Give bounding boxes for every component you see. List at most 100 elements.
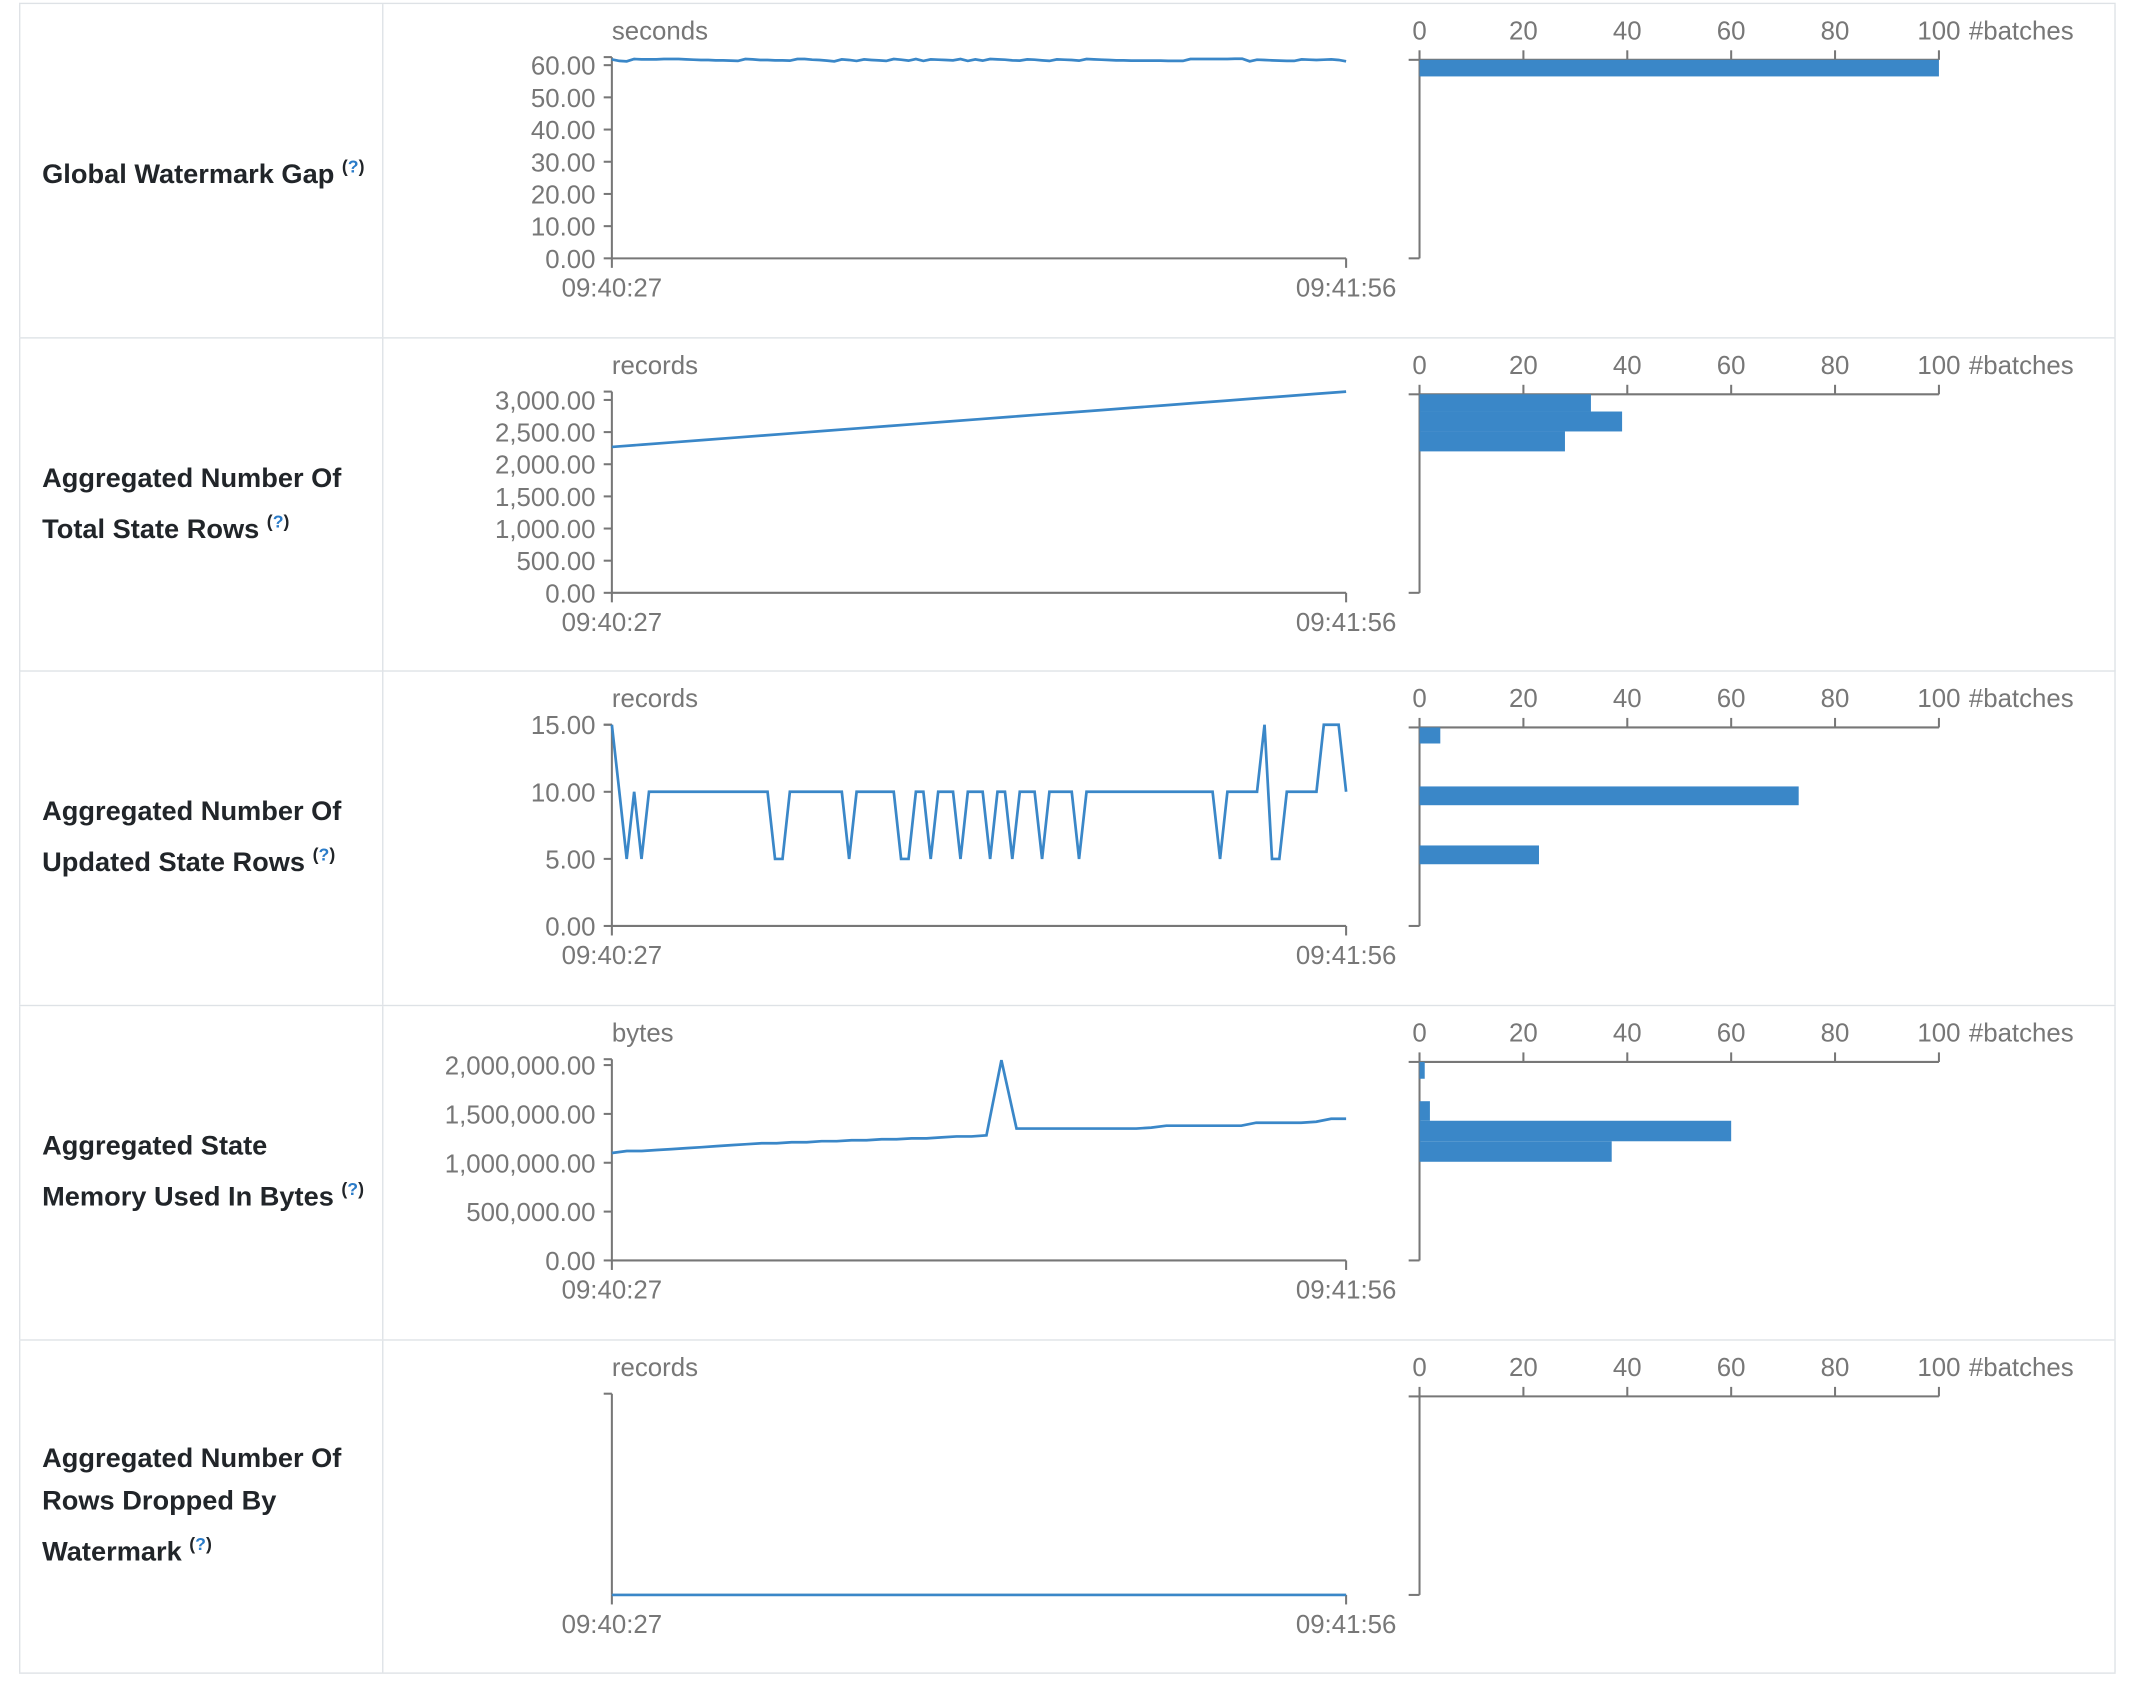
histogram-x-tick-label: 40 [1613,1354,1642,1382]
cell-border [2114,338,2116,672]
x-tick-label-end: 09:41:56 [1296,274,1397,302]
y-tick-label: 10.00 [531,214,596,242]
histogram-chart: 0 20 40 60 80 100 #batches [1408,1354,2074,1596]
timeline-chart: bytes 09:40:27 09:41:56 0.00 500,000.00 1,000… [445,1020,1397,1305]
histogram-x-tick-label: 80 [1821,1020,1850,1048]
histogram-x-tick-label: 100 [1917,1020,1960,1048]
histogram-bar [1419,394,1591,412]
question-mark-icon[interactable]: ? [347,155,359,177]
histogram-x-tick-label: 40 [1613,685,1642,713]
y-unit-label: records [612,1354,698,1382]
timeline-chart: records 09:40:27 09:41:56 [562,1354,1397,1639]
histogram-x-tick-label: 100 [1917,685,1960,713]
help-tooltip[interactable]: (?) [189,1533,212,1555]
histogram-bar [1419,1061,1425,1079]
histogram-chart: 0 20 40 60 80 100 #batches [1408,352,2074,594]
metric-row: Global Watermark Gap (?) [19,2,2116,338]
metric-label-cell: Aggregated Number Of Updated State Rows … [19,671,384,1005]
metric-label-cell: Aggregated State Memory Used In Bytes (?… [19,1006,384,1340]
histogram-x-tick-label: 40 [1613,1020,1642,1048]
histogram-x-tick-label: 20 [1509,352,1538,380]
help-tooltip[interactable]: (?) [266,511,290,532]
row-charts: records 09:40:27 09:41:56 0 20 40 60 80 100 #batc… [562,1354,2074,1639]
help-tooltip[interactable]: (?) [341,1179,365,1200]
metric-name: Aggregated State Memory Used In Bytes [42,1131,334,1213]
metric-row: Aggregated State Memory Used In Bytes (?… [19,1004,2116,1340]
y-tick-label: 60.00 [531,53,596,81]
timeline-chart: records 09:40:27 09:41:56 0.00 5.00 10.00 15.0… [531,685,1396,970]
timeline-chart: seconds 09:40:27 09:41:56 0.00 10.00 20.00 30.… [531,17,1396,302]
histogram-x-tick-label: 60 [1717,1020,1746,1048]
y-unit-label: records [612,352,698,380]
metric-row: Aggregated Number Of Total State Rows (?… [19,337,2116,672]
histogram-x-tick-label: 80 [1821,1354,1850,1382]
help-tooltip[interactable]: (?) [312,844,336,866]
row-charts: records 09:40:27 09:41:56 0.00 5.00 10.00 15.0… [531,685,2074,970]
y-unit-label: bytes [612,1020,674,1048]
metric-label: Aggregated Number Of Total State Rows (?… [42,458,371,551]
y-tick-label: 3,000.00 [495,387,596,415]
histogram-chart: 0 20 40 60 80 100 #batches [1408,17,2074,260]
metric-label: Global Watermark Gap (?) [42,145,364,196]
metric-label: Aggregated Number Of Rows Dropped By Wat… [42,1439,371,1575]
y-tick-label: 1,000,000.00 [445,1150,596,1178]
y-tick-label: 0.00 [545,1248,595,1276]
histogram-x-tick-label: 0 [1412,1354,1426,1382]
histogram-bar [1419,411,1623,432]
cell-border [2114,1006,2116,1340]
y-tick-label: 500,000.00 [466,1199,595,1227]
histogram-unit-label: #batches [1969,685,2074,713]
metric-name: Aggregated Number Of Total State Rows [42,463,342,546]
x-tick-label-end: 09:41:56 [1296,609,1397,637]
histogram-x-tick-label: 60 [1717,352,1746,380]
metric-row: Aggregated Number Of Rows Dropped By Wat… [19,1339,2116,1674]
histogram-unit-label: #batches [1969,17,2074,45]
histogram-x-tick-label: 80 [1821,352,1850,380]
metric-name: Aggregated Number Of Updated State Rows [42,797,342,879]
histogram-x-tick-label: 80 [1821,17,1850,45]
question-mark-icon[interactable]: ? [347,1179,359,1200]
histogram-bar [1419,59,1939,77]
histogram-chart: 0 20 40 60 80 100 #batches [1408,685,2074,927]
histogram-bar [1419,786,1799,806]
histogram-x-tick-label: 0 [1412,17,1426,45]
histogram-x-tick-label: 60 [1717,17,1746,45]
metric-label: Aggregated Number Of Updated State Rows … [42,792,371,885]
cell-border [2114,4,2116,338]
question-mark-icon[interactable]: ? [195,1533,206,1555]
y-tick-label: 2,000.00 [495,452,596,480]
histogram-bar [1419,431,1565,452]
metric-label-cell: Aggregated Number Of Rows Dropped By Wat… [19,1340,384,1673]
histogram-x-tick-label: 100 [1917,17,1960,45]
question-mark-icon[interactable]: ? [272,511,284,532]
histogram-x-tick-label: 40 [1613,352,1642,380]
histogram-x-tick-label: 60 [1717,685,1746,713]
series-line [610,723,1348,861]
y-tick-label: 30.00 [531,149,596,177]
metric-label-cell: Global Watermark Gap (?) [19,4,384,338]
histogram-bar [1419,1101,1430,1121]
histogram-x-tick-label: 0 [1412,1020,1426,1048]
y-tick-label: 1,500,000.00 [445,1101,596,1129]
x-tick-label-start: 09:40:27 [562,609,663,637]
help-tooltip[interactable]: (?) [341,155,365,177]
timeline-chart: records 09:40:27 09:41:56 0.00 500.00 1,000.0… [495,352,1396,637]
histogram-x-tick-label: 20 [1509,17,1538,45]
y-tick-label: 20.00 [531,181,596,209]
histogram-x-tick-label: 100 [1917,1354,1960,1382]
y-tick-label: 40.00 [531,117,596,145]
metric-label: Aggregated State Memory Used In Bytes (?… [42,1126,371,1219]
histogram-x-tick-label: 0 [1412,685,1426,713]
x-tick-label-start: 09:40:27 [562,1611,663,1639]
histogram-unit-label: #batches [1969,1020,2074,1048]
question-mark-icon[interactable]: ? [318,844,330,866]
cell-border [2114,671,2116,1005]
y-tick-label: 500.00 [517,548,596,576]
histogram-x-tick-label: 80 [1821,685,1850,713]
x-tick-label-end: 09:41:56 [1296,1277,1397,1305]
histogram-x-tick-label: 40 [1613,17,1642,45]
x-tick-label-start: 09:40:27 [562,942,663,970]
series-line [611,390,1347,449]
y-tick-label: 0.00 [545,580,595,608]
